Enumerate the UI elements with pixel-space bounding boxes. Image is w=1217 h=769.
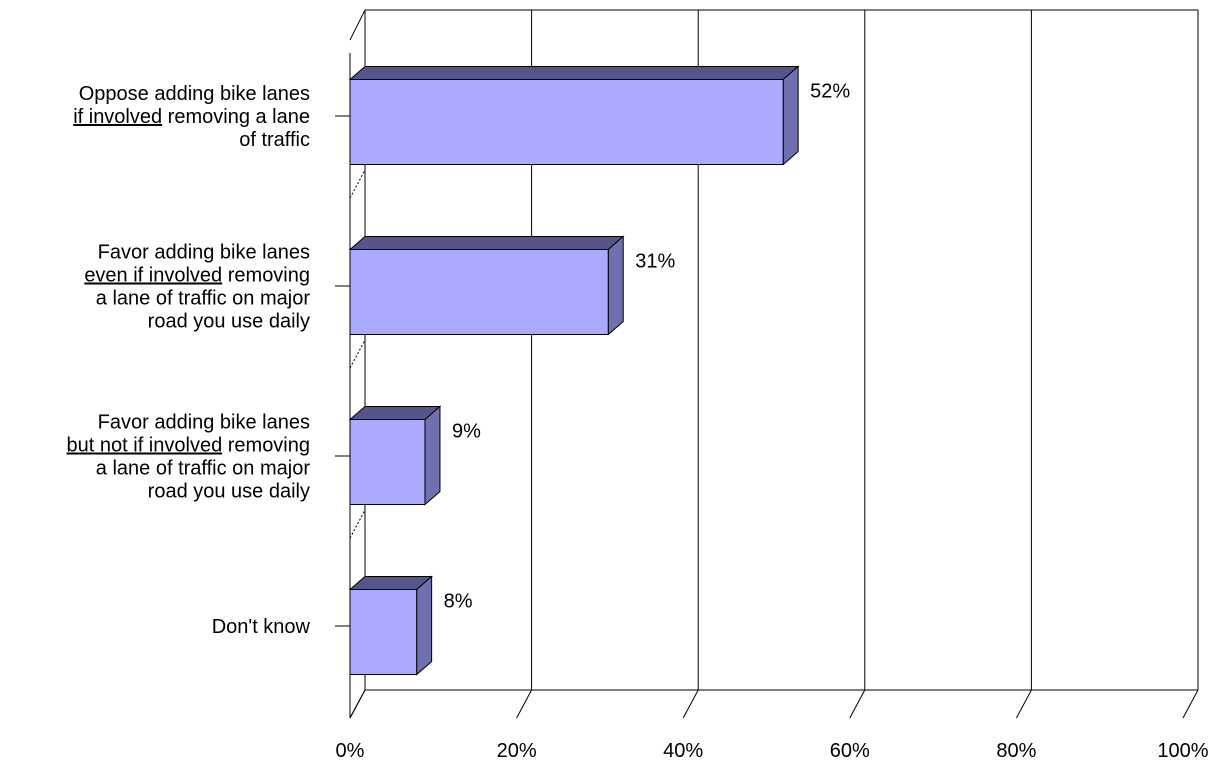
floor-tick-diagonal bbox=[349, 689, 366, 719]
data-label: 52% bbox=[810, 81, 850, 103]
bar-side-face bbox=[782, 65, 799, 166]
category-label-segment: removing a lane bbox=[162, 106, 310, 128]
category-label: Favor adding bike lanes even if involved … bbox=[84, 242, 310, 333]
category-label-segment: removing bbox=[222, 265, 310, 287]
labels-layer: 0% 20% 40% 60% 80% 100% 52% Oppose adding bike … bbox=[67, 81, 1209, 763]
data-label: 8% bbox=[444, 591, 473, 613]
bar-side-face bbox=[416, 575, 433, 676]
category-label-segment: Don't know bbox=[212, 616, 311, 638]
bar-front-face bbox=[349, 589, 418, 675]
x-tick-label: 20% bbox=[497, 740, 537, 762]
x-tick-label: 80% bbox=[996, 740, 1036, 762]
floor-tick-diagonal bbox=[849, 689, 866, 719]
bar-top-face bbox=[348, 236, 625, 250]
bar-top-face bbox=[348, 66, 800, 80]
data-label: 9% bbox=[452, 421, 481, 443]
x-tick-label: 100% bbox=[1157, 740, 1208, 762]
bar bbox=[348, 65, 800, 166]
category-label-segment: if involved bbox=[73, 106, 162, 128]
category-label-segment: Favor adding bike lanes bbox=[98, 242, 310, 264]
y-axis-top-diagonal bbox=[349, 9, 366, 41]
category-label-segment: of traffic bbox=[239, 129, 310, 151]
category-label-segment: Oppose adding bike lanes bbox=[79, 83, 310, 105]
floor-tick-diagonal bbox=[1015, 689, 1032, 719]
bar-front-face bbox=[349, 419, 426, 505]
category-label-segment: a lane of traffic on major bbox=[96, 288, 311, 310]
bar-front-face bbox=[349, 249, 609, 335]
category-label: Favor adding bike lanes but not if involv… bbox=[67, 412, 311, 503]
category-label: Oppose adding bike lanes if involved remo… bbox=[73, 83, 310, 151]
floor-tick-diagonal bbox=[682, 689, 699, 719]
data-label: 31% bbox=[635, 251, 675, 273]
category-label-segment: road you use daily bbox=[148, 481, 310, 503]
category-separator bbox=[349, 339, 366, 369]
floor-tick-diagonal bbox=[1182, 689, 1199, 719]
category-label-segment: road you use daily bbox=[148, 311, 310, 333]
category-label: Don't know bbox=[212, 616, 311, 638]
x-tick-label: 60% bbox=[830, 740, 870, 762]
category-label-segment: but not if involved bbox=[67, 435, 223, 457]
category-label-segment: Favor adding bike lanes bbox=[98, 412, 310, 434]
bar bbox=[348, 405, 442, 506]
category-separator bbox=[349, 509, 366, 539]
category-label-segment: removing bbox=[222, 435, 310, 457]
bar-side-face bbox=[607, 235, 624, 336]
bar-front-face bbox=[349, 79, 784, 165]
bar-side-face bbox=[424, 405, 441, 506]
bars-layer bbox=[348, 65, 800, 676]
x-tick-label: 40% bbox=[663, 740, 703, 762]
category-label-segment: a lane of traffic on major bbox=[96, 458, 311, 480]
bar bbox=[348, 235, 625, 336]
bar bbox=[348, 575, 433, 676]
category-separator bbox=[349, 169, 366, 199]
category-label-segment: even if involved bbox=[84, 265, 222, 287]
floor-tick-diagonal bbox=[516, 689, 533, 719]
x-tick-label: 0% bbox=[336, 740, 365, 762]
